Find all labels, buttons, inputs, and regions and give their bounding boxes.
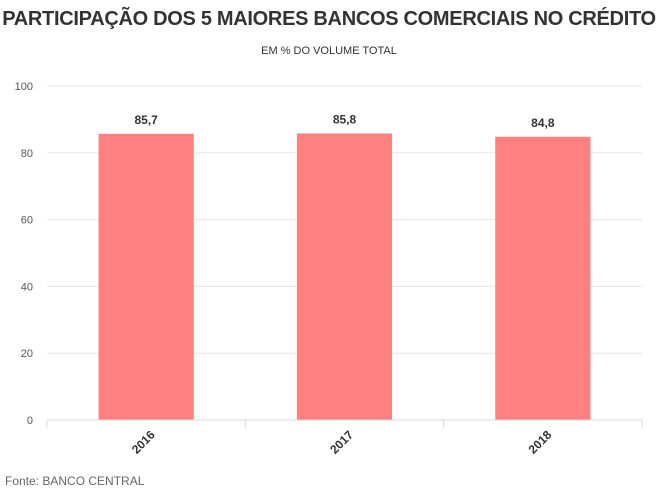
chart-title: PARTICIPAÇÃO DOS 5 MAIORES BANCOS COMERC…	[2, 8, 656, 30]
bar	[495, 136, 591, 420]
chart-subtitle: EM % DO VOLUME TOTAL	[261, 45, 397, 57]
data-label: 85,8	[333, 112, 357, 126]
y-tick-label: 40	[21, 281, 33, 293]
bars	[98, 133, 591, 421]
y-tick-label: 20	[21, 348, 33, 360]
x-tick-label: 2018	[526, 428, 555, 457]
bar	[296, 133, 393, 421]
y-tick-label: 100	[15, 81, 33, 93]
bar	[98, 133, 194, 420]
y-tick-label: 80	[21, 148, 33, 160]
y-tick-label: 0	[27, 415, 33, 427]
x-axis: 2016 2017 2018	[46, 419, 643, 457]
data-label: 84,8	[531, 116, 555, 130]
x-tick-label: 2016	[129, 428, 158, 457]
data-labels: 85,7 85,8 84,8	[134, 112, 554, 129]
y-tick-label: 60	[21, 215, 33, 227]
source-note: Fonte: BANCO CENTRAL	[5, 474, 145, 488]
x-tick-label: 2017	[327, 428, 356, 457]
y-axis-tick-labels: 0 20 40 60 80 100	[15, 81, 33, 427]
data-label: 85,7	[134, 113, 158, 127]
